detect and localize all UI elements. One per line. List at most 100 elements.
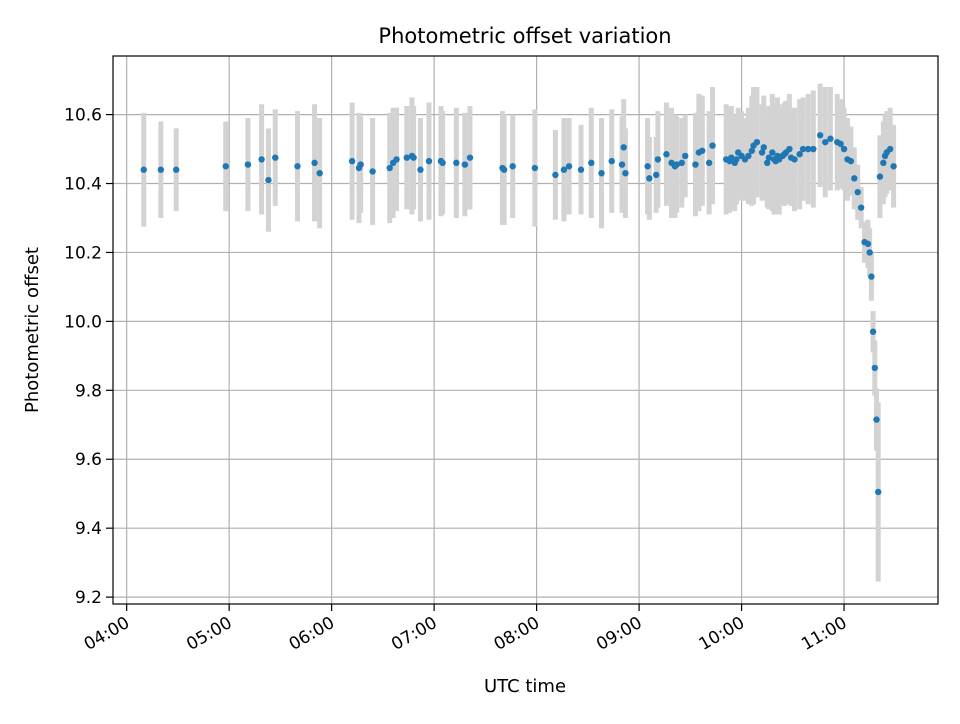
data-point (588, 159, 595, 167)
y-tick-label: 9.4 (75, 519, 102, 539)
data-point (552, 171, 559, 179)
data-point (461, 161, 469, 168)
x-axis-label: UTC time (484, 676, 566, 697)
data-point (272, 154, 279, 161)
data-point (733, 156, 740, 163)
data-point (886, 145, 894, 153)
data-point (827, 135, 834, 142)
data-point (682, 152, 689, 160)
data-point (357, 161, 364, 168)
data-point (851, 175, 858, 182)
data-point (763, 159, 771, 167)
data-point (875, 488, 882, 496)
chart-title: Photometric offset variation (378, 24, 671, 48)
data-point (673, 161, 680, 168)
y-tick-label: 9.6 (75, 450, 102, 470)
data-point (705, 159, 713, 167)
data-point (791, 156, 798, 163)
data-point (786, 145, 793, 153)
y-tick-label: 10.0 (64, 312, 102, 332)
data-point (316, 169, 323, 177)
data-point (652, 171, 660, 179)
data-point (453, 159, 460, 167)
plot-frame (112, 55, 939, 605)
data-point (608, 157, 615, 165)
data-point (816, 132, 824, 139)
data-point (866, 249, 873, 256)
data-point (799, 145, 807, 153)
data-point (810, 145, 817, 153)
y-tick-label: 9.8 (75, 381, 102, 401)
data-point (560, 166, 568, 173)
y-tick-label: 10.2 (64, 243, 102, 263)
data-point (758, 149, 766, 156)
data-point (873, 416, 880, 423)
data-point (864, 240, 872, 248)
data-point (565, 163, 573, 170)
data-point (140, 166, 147, 173)
data-point (620, 144, 627, 151)
data-point (425, 157, 433, 165)
data-point (847, 157, 855, 165)
data-point (663, 151, 670, 158)
data-point (871, 364, 879, 372)
data-point (598, 169, 605, 177)
data-point (709, 142, 716, 149)
data-point (417, 166, 424, 173)
data-point (692, 161, 699, 168)
data-point (258, 156, 265, 163)
data-point (868, 273, 875, 280)
data-point (265, 176, 272, 184)
data-point (172, 166, 180, 173)
data-point (500, 166, 508, 173)
data-point (386, 164, 393, 172)
data-point (439, 159, 446, 167)
data-point (857, 204, 865, 211)
data-point (509, 163, 516, 170)
data-point (854, 188, 861, 196)
data-point (748, 147, 756, 154)
grid-lines (113, 56, 938, 604)
y-axis-ticks: 9.2 9.4 9.6 9.8 10.0 10.2 10.4 10.6 (64, 106, 113, 608)
y-tick-label: 10.4 (64, 175, 102, 195)
data-point (880, 159, 887, 167)
data-point (294, 163, 301, 170)
data-point (765, 154, 773, 161)
data-point (699, 147, 706, 154)
data-points (140, 132, 897, 496)
data-point (618, 161, 626, 168)
data-point (745, 152, 752, 160)
data-point (822, 138, 829, 146)
data-point (410, 154, 417, 161)
data-point (760, 144, 767, 151)
y-tick-label: 10.6 (64, 106, 102, 126)
data-point (646, 175, 653, 182)
data-point (890, 163, 897, 170)
data-point (466, 154, 474, 161)
data-point (840, 145, 848, 153)
data-point (728, 154, 735, 161)
data-point (369, 168, 376, 175)
data-point (837, 140, 844, 148)
data-point (311, 159, 318, 167)
y-axis-label: Photometric offset (22, 247, 43, 413)
data-point (876, 173, 884, 180)
data-point (654, 156, 662, 163)
y-tick-label: 9.2 (75, 588, 102, 608)
data-point (244, 161, 252, 168)
data-point (796, 151, 803, 158)
data-point (393, 156, 400, 163)
data-point (804, 145, 812, 153)
data-point (403, 154, 410, 161)
data-point (644, 163, 651, 170)
data-point (753, 138, 761, 146)
data-point (348, 157, 356, 165)
data-point (769, 149, 776, 156)
data-point (531, 164, 539, 172)
data-point (869, 328, 877, 335)
data-point (678, 159, 685, 167)
data-point (577, 166, 585, 173)
